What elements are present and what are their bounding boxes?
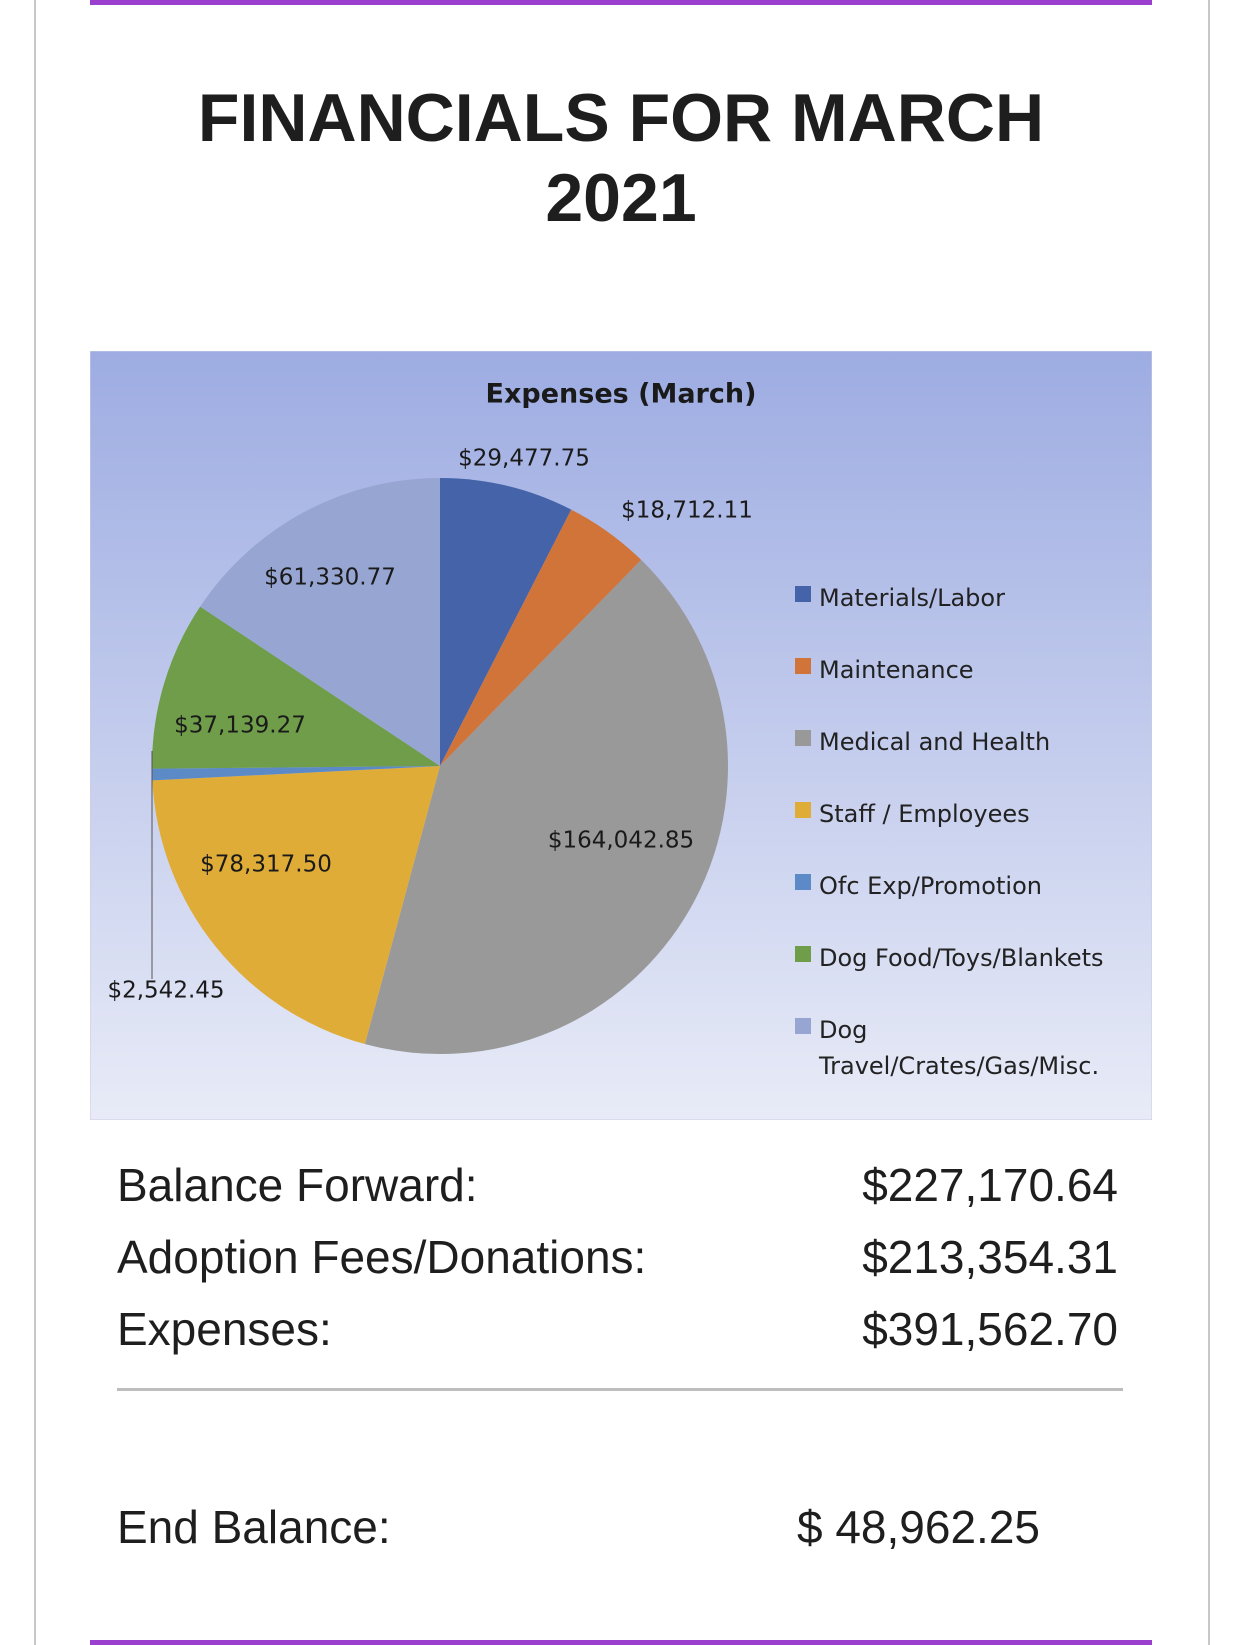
border bbox=[1208, 0, 1210, 1645]
pie-slice bbox=[200, 478, 440, 766]
summary-label: Expenses: bbox=[117, 1303, 332, 1355]
legend-item: Medical and Health bbox=[795, 724, 1145, 796]
chart: Expenses (March) $29,477.75 $18,712.11 $16… bbox=[90, 351, 1152, 1120]
legend-label: Maintenance bbox=[819, 656, 974, 684]
legend-label: Medical and Health bbox=[819, 728, 1051, 756]
border bbox=[34, 0, 36, 1645]
summary-row: Adoption Fees/Donations: $213,354.31 bbox=[117, 1230, 1118, 1284]
legend-swatch bbox=[795, 874, 811, 890]
legend-item: Maintenance bbox=[795, 652, 1145, 724]
summary-value: $213,354.31 bbox=[862, 1231, 1118, 1283]
accent-line bbox=[90, 0, 1152, 5]
data-label: $164,042.85 bbox=[548, 828, 694, 854]
summary-label: Balance Forward: bbox=[117, 1159, 478, 1211]
end-row: End Balance: $ 48,962.25 bbox=[117, 1500, 1118, 1554]
legend-item: Dog Travel/Crates/Gas/Misc. bbox=[795, 1012, 1145, 1084]
pie-slice bbox=[152, 606, 440, 769]
legend-item: Staff / Employees bbox=[795, 796, 1145, 868]
legend-swatch bbox=[795, 586, 811, 602]
legend-label: Ofc Exp/Promotion bbox=[819, 872, 1042, 900]
legend-swatch bbox=[795, 802, 811, 818]
legend-swatch bbox=[795, 946, 811, 962]
legend-item: Ofc Exp/Promotion bbox=[795, 868, 1145, 940]
data-label: $61,330.77 bbox=[264, 565, 396, 591]
legend-label: Dog Travel/Crates/Gas/Misc. bbox=[819, 1016, 1100, 1080]
data-label: $18,712.11 bbox=[621, 498, 753, 524]
pie-slice bbox=[152, 766, 441, 1045]
data-label: $2,542.45 bbox=[107, 978, 224, 1004]
legend-item: Materials/Labor bbox=[795, 580, 1145, 652]
end-value: $ 48,962.25 bbox=[796, 1501, 1040, 1553]
data-label: $78,317.50 bbox=[200, 852, 332, 878]
end-label: End Balance: bbox=[117, 1501, 391, 1553]
data-label: $29,477.75 bbox=[458, 446, 590, 472]
pie-slice bbox=[152, 766, 440, 781]
legend-label: Dog Food/Toys/Blankets bbox=[819, 944, 1104, 972]
summary-row: Balance Forward: $227,170.64 bbox=[117, 1158, 1118, 1212]
legend-swatch bbox=[795, 658, 811, 674]
summary-value: $391,562.70 bbox=[862, 1303, 1118, 1355]
chart-title: Expenses (March) bbox=[486, 379, 757, 410]
summary-row: Expenses: $391,562.70 bbox=[117, 1302, 1118, 1356]
legend-swatch bbox=[795, 730, 811, 746]
pie-slice bbox=[440, 478, 572, 766]
pie-slice bbox=[364, 559, 728, 1054]
summary-value: $227,170.64 bbox=[862, 1159, 1118, 1211]
divider bbox=[117, 1388, 1123, 1391]
summary-label: Adoption Fees/Donations: bbox=[117, 1231, 647, 1283]
legend-swatch bbox=[795, 1018, 811, 1034]
page-title: FINANCIALS FOR MARCH 2021 bbox=[197, 80, 1045, 236]
legend-item: Dog Food/Toys/Blankets bbox=[795, 940, 1145, 1012]
legend-label: Materials/Labor bbox=[819, 584, 1005, 612]
accent-line bbox=[90, 1640, 1152, 1645]
data-label: $37,139.27 bbox=[174, 713, 306, 739]
legend: Materials/Labor Maintenance Medical and He… bbox=[795, 580, 1145, 1084]
legend-label: Staff / Employees bbox=[819, 800, 1030, 828]
pie-slice bbox=[440, 509, 642, 766]
